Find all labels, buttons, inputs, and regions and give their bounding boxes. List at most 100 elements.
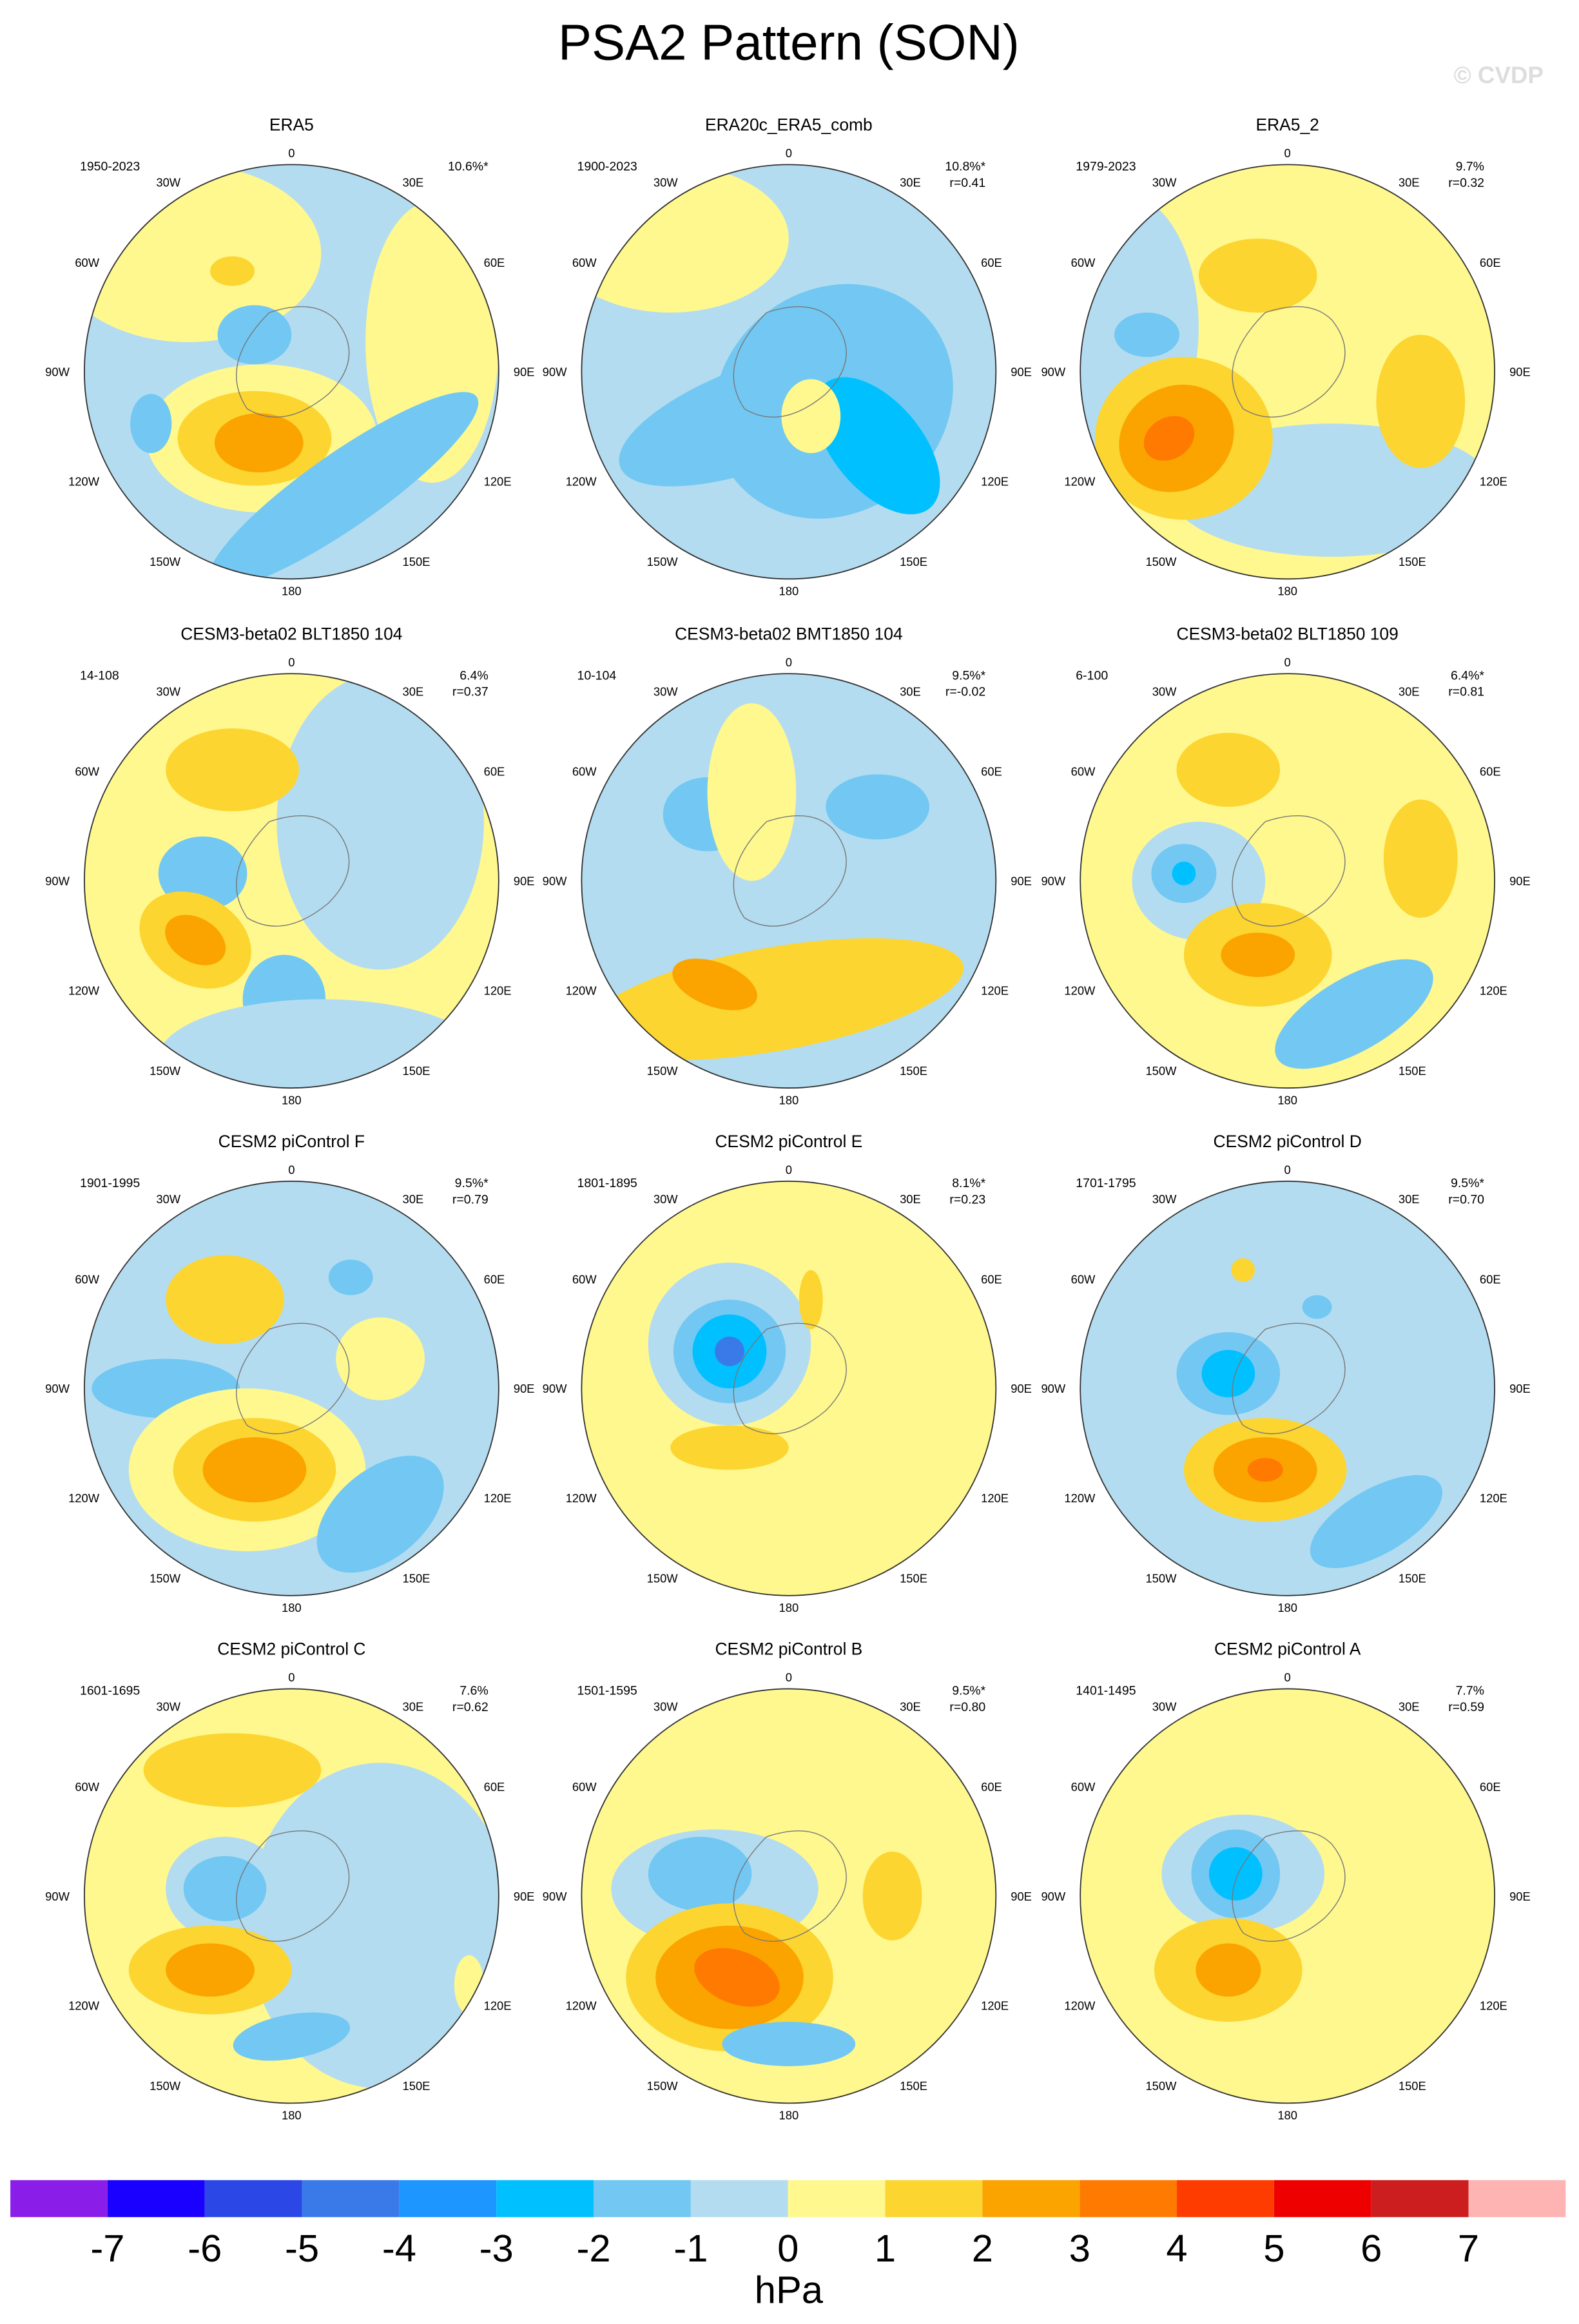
longitude-label: 150E [900,555,927,568]
longitude-label: 30W [1152,684,1177,698]
contour-region [202,1437,307,1503]
longitude-label: 120E [484,984,512,998]
longitude-label: 90E [1509,1382,1531,1395]
longitude-label: 90W [1041,365,1065,379]
longitude-label: 180 [1277,1601,1297,1614]
longitude-label: 90W [543,1382,567,1395]
longitude-label: 120W [1064,1999,1096,2013]
correlation: r=0.41 [949,176,985,190]
longitude-label: 90E [1011,1382,1032,1395]
map-border [1080,673,1496,1089]
longitude-label: 60E [484,1780,505,1794]
contour-region [130,394,172,454]
longitude-label: 60W [1071,1780,1096,1794]
longitude-label: 150W [150,1064,181,1078]
map-border [83,164,499,580]
longitude-label: 90W [1041,875,1065,888]
longitude-label: 90W [45,875,70,888]
correlation: r=0.80 [949,1700,985,1714]
contour-region [1143,416,1195,461]
colorbar-label: -4 [382,2227,416,2270]
longitude-label: 120E [981,475,1009,489]
map-panel [581,164,996,579]
coastline [236,306,350,418]
longitude-label: 90E [1509,875,1531,888]
contour-region [1310,1475,1443,1569]
longitude-label: 120W [68,1999,100,2013]
contour-region [1201,1350,1255,1398]
panel-title: CESM2 piControl A [1214,1640,1361,1659]
contour-region [166,1255,284,1344]
period: 6-100 [1076,668,1108,683]
variance: 9.5%* [952,668,985,683]
longitude-label: 90E [1011,1890,1032,1903]
correlation: r=0.81 [1448,685,1484,699]
longitude-label: 90E [1509,1890,1531,1903]
longitude-label: 30W [654,1699,678,1713]
longitude-label: 60E [1480,1780,1501,1794]
period: 1950-2023 [80,160,140,174]
contour-region [336,1317,425,1400]
longitude-label: 60E [1480,256,1501,269]
longitude-label: 30W [1152,1192,1177,1206]
contour-region [1383,799,1458,918]
longitude-label: 120E [1480,1999,1507,2013]
period: 1701-1795 [1076,1176,1136,1190]
panel-title: CESM2 piControl B [715,1640,862,1659]
contour-region [208,392,479,579]
variance: 9.5%* [455,1176,489,1190]
contour-region [826,774,929,840]
longitude-label: 90E [1011,875,1032,888]
longitude-label: 0 [786,1163,792,1176]
correlation: r=0.70 [1448,1192,1484,1206]
longitude-label: 180 [282,1601,302,1614]
panel-title: CESM2 piControl F [218,1132,365,1151]
longitude-label: 150E [1399,555,1426,568]
longitude-label: 150E [403,555,431,568]
map-panel [1080,673,1495,1089]
colorbar-swatch [1371,2180,1469,2218]
panel-title: CESM3-beta02 BLT1850 109 [1177,624,1399,643]
colorbar-swatch [1468,2180,1566,2218]
longitude-label: 180 [779,1093,799,1107]
colorbar-label: 0 [777,2227,799,2270]
colorbar-label: 5 [1263,2227,1284,2270]
period: 1801-1895 [577,1176,637,1190]
contour-region [233,2012,350,2061]
longitude-label: 120E [484,475,512,489]
colorbar-label: -5 [285,2227,319,2270]
contour-region [1172,861,1196,886]
map-panel [581,1689,996,2104]
contour-region [1275,959,1433,1069]
map-border [1080,1688,1496,2104]
map-panel [581,673,996,1089]
variance: 9.5%* [952,1684,985,1698]
longitude-label: 120W [566,475,597,489]
longitude-label: 180 [282,585,302,598]
variance: 10.6%* [448,160,489,174]
longitude-label: 120W [1064,475,1096,489]
correlation: r=0.59 [1448,1700,1484,1714]
longitude-label: 60E [981,256,1002,269]
colorbar-swatch [1177,2180,1274,2218]
colorbar-label: 7 [1458,2227,1479,2270]
contour-region [316,1455,444,1573]
variance: 9.7% [1456,160,1484,174]
coastline [1232,815,1346,927]
contour-region [694,1948,780,2007]
map-border [1080,164,1496,580]
longitude-label: 0 [1284,1163,1291,1176]
longitude-label: 150E [403,1572,431,1585]
map-panel [84,673,499,1089]
longitude-label: 60E [981,1272,1002,1286]
contour-region [214,413,304,472]
map-panel [1080,1689,1495,2104]
colorbar-swatch [982,2180,1080,2218]
watermark: © CVDP [1454,62,1544,88]
map-panel [84,1689,499,2104]
contour-region [707,703,797,881]
contour-region [166,1943,255,1997]
longitude-label: 180 [1277,1093,1297,1107]
longitude-label: 60E [981,1780,1002,1794]
longitude-label: 30W [156,1192,180,1206]
